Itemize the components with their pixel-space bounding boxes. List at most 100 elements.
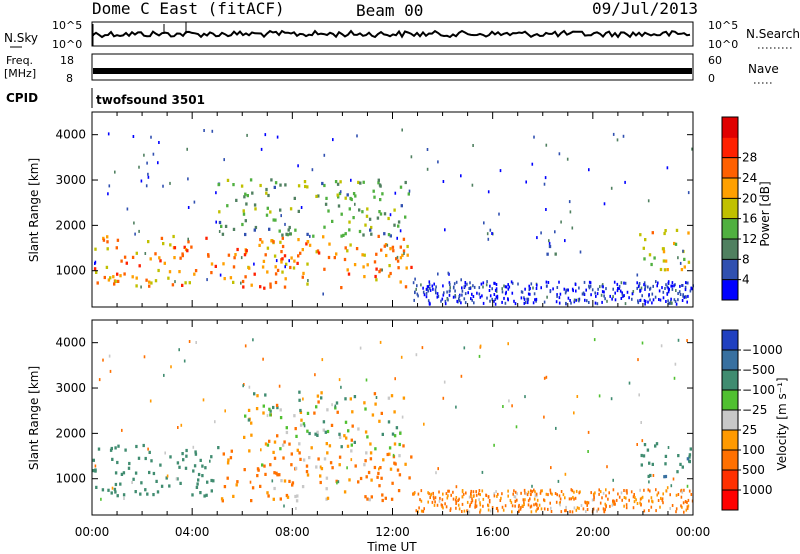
- scatter-cell: [558, 296, 561, 300]
- scatter-cell: [352, 216, 355, 220]
- scatter-cell: [253, 228, 256, 232]
- scatter-cell: [288, 479, 291, 483]
- scatter-cell: [187, 237, 189, 241]
- scatter-cell: [242, 285, 245, 289]
- scatter-cell: [545, 280, 548, 284]
- scatter-cell: [602, 285, 604, 289]
- scatter-cell: [649, 489, 651, 493]
- scatter-cell: [190, 245, 193, 249]
- scatter-cell: [624, 180, 626, 184]
- scatter-cell: [501, 492, 503, 496]
- scatter-cell: [583, 293, 586, 296]
- scatter-cell: [640, 453, 643, 458]
- scatter-cell: [315, 250, 318, 254]
- scatter-cell: [643, 257, 646, 261]
- scatter-cell: [199, 458, 202, 462]
- scatter-cell: [113, 487, 117, 491]
- scatter-cell: [647, 300, 649, 304]
- scatter-cell: [637, 301, 640, 305]
- scatter-cell: [673, 284, 675, 288]
- scatter-cell: [415, 509, 418, 513]
- scatter-cell: [625, 496, 627, 500]
- beam-label: Beam 00: [356, 1, 423, 20]
- scatter-cell: [673, 298, 676, 302]
- scatter-cell: [354, 464, 357, 468]
- scatter-cell: [393, 410, 396, 414]
- scatter-cell: [420, 489, 423, 493]
- scatter-cell: [418, 506, 420, 510]
- scatter-cell: [423, 422, 425, 426]
- scatter-cell: [687, 294, 689, 298]
- power-colorbar-tick-label: 20: [742, 191, 757, 205]
- scatter-cell: [380, 248, 383, 252]
- scatter-cell: [612, 488, 615, 492]
- scatter-cell: [611, 297, 613, 301]
- scatter-cell: [443, 380, 446, 384]
- scatter-cell: [593, 498, 595, 502]
- scatter-cell: [502, 508, 505, 512]
- scatter-cell: [117, 444, 120, 448]
- scatter-cell: [507, 283, 509, 287]
- scatter-cell: [486, 296, 488, 300]
- scatter-cell: [511, 291, 514, 295]
- scatter-cell: [243, 435, 246, 439]
- scatter-cell: [607, 497, 609, 501]
- scatter-cell: [663, 475, 666, 479]
- scatter-cell: [461, 293, 463, 297]
- scatter-cell: [284, 222, 286, 226]
- scatter-cell: [180, 423, 183, 427]
- scatter-cell: [178, 270, 181, 274]
- scatter-cell: [455, 405, 457, 409]
- scatter-cell: [306, 232, 309, 236]
- scatter-cell: [620, 491, 623, 495]
- scatter-cell: [588, 286, 591, 290]
- scatter-cell: [324, 202, 328, 206]
- cpid-label: CPID: [6, 91, 38, 105]
- scatter-cell: [456, 299, 458, 303]
- scatter-cell: [528, 284, 530, 288]
- time-tick-label: 00:00: [75, 525, 110, 539]
- scatter-cell: [406, 244, 409, 249]
- scatter-cell: [273, 486, 276, 491]
- scatter-cell: [574, 283, 577, 286]
- scatter-cell: [259, 183, 262, 188]
- scatter-cell: [206, 278, 208, 282]
- scatter-cell: [317, 457, 320, 461]
- scatter-cell: [545, 143, 548, 147]
- scatter-cell: [556, 493, 558, 497]
- scatter-cell: [470, 489, 472, 493]
- cpid-value: twofsound 3501: [96, 93, 205, 107]
- scatter-cell: [540, 507, 543, 511]
- scatter-cell: [234, 253, 237, 257]
- scatter-cell: [526, 301, 529, 305]
- scatter-cell: [420, 509, 423, 513]
- scatter-cell: [251, 191, 254, 195]
- scatter-cell: [613, 502, 616, 506]
- scatter-cell: [514, 302, 517, 306]
- nave-tick-bottom: 0: [708, 72, 715, 85]
- scatter-cell: [681, 465, 684, 469]
- scatter-cell: [353, 440, 356, 444]
- scatter-cell: [569, 210, 572, 214]
- scatter-cell: [647, 199, 650, 203]
- scatter-cell: [404, 215, 407, 219]
- scatter-cell: [404, 180, 407, 185]
- scatter-cell: [233, 256, 236, 260]
- scatter-cell: [298, 390, 301, 394]
- scatter-cell: [181, 252, 184, 256]
- scatter-cell: [405, 266, 408, 270]
- scatter-cell: [157, 268, 160, 273]
- scatter-cell: [269, 210, 272, 214]
- scatter-cell: [417, 294, 419, 298]
- scatter-cell: [681, 284, 683, 287]
- scatter-cell: [472, 490, 475, 494]
- scatter-cell: [448, 293, 451, 297]
- scatter-cell: [616, 282, 619, 286]
- scatter-cell: [461, 490, 464, 494]
- scatter-cell: [222, 452, 225, 456]
- scatter-cell: [334, 404, 337, 408]
- scatter-cell: [664, 462, 667, 466]
- scatter-cell: [267, 193, 270, 198]
- scatter-cell: [612, 295, 614, 299]
- colorbar-segment: [722, 410, 738, 431]
